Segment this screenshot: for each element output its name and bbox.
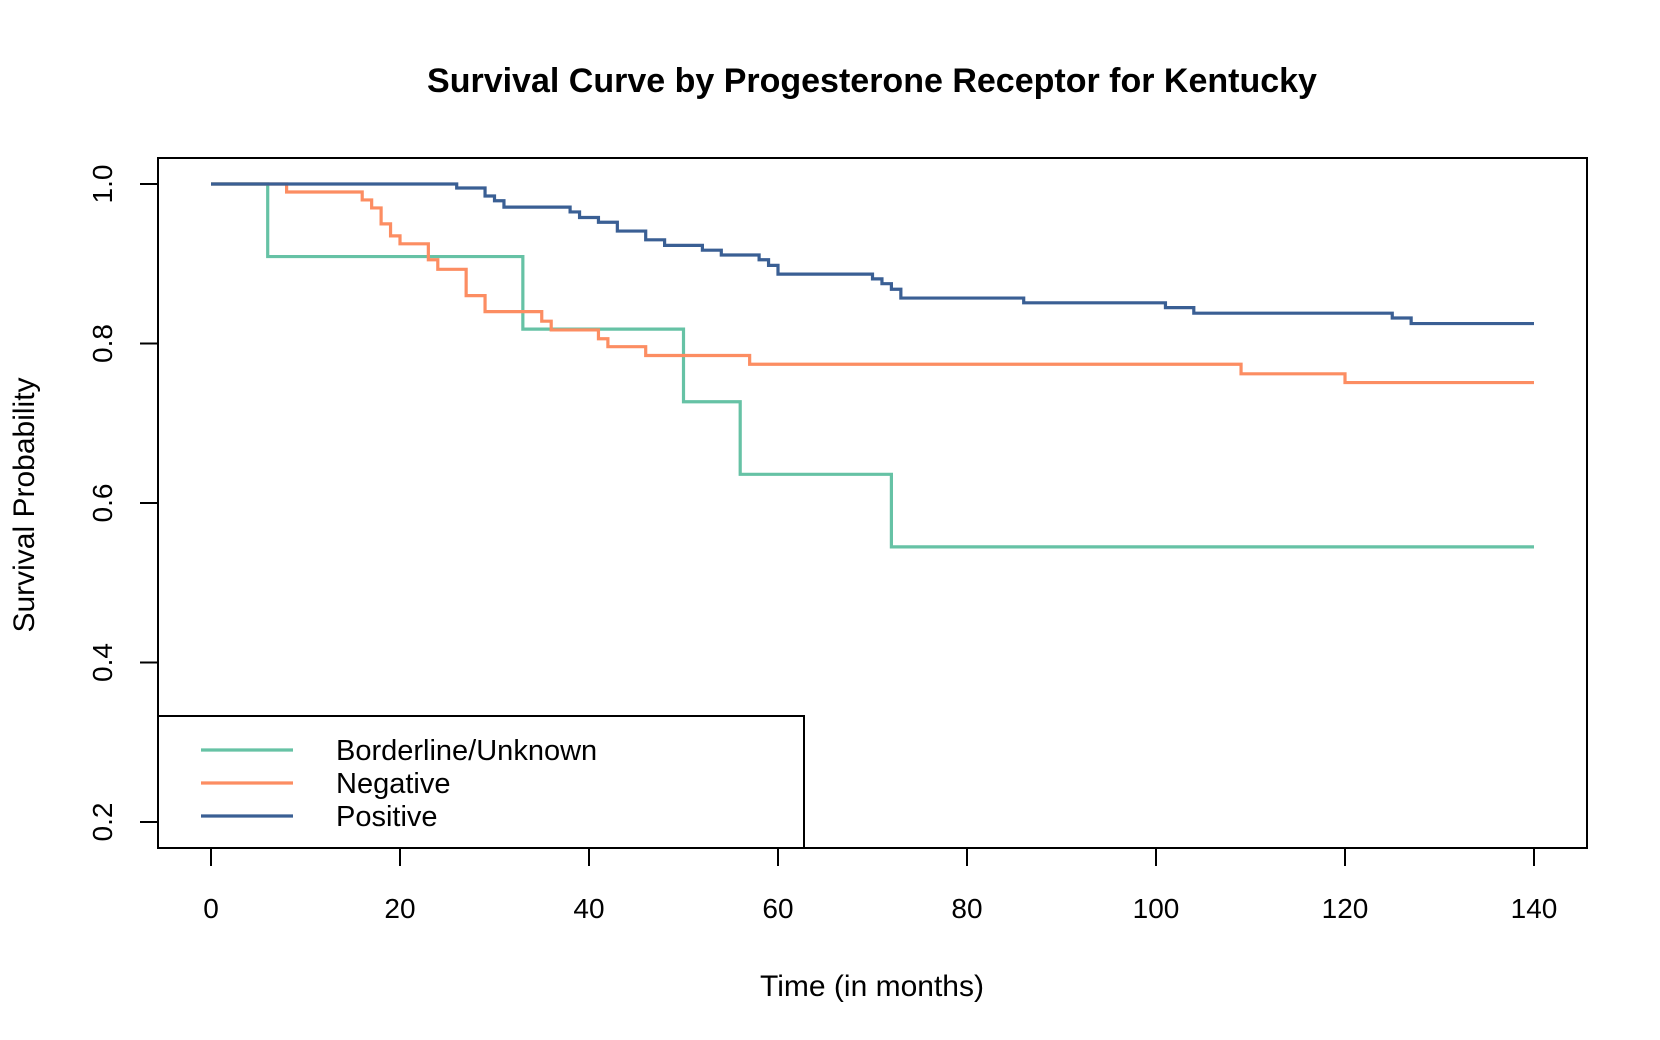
chart-title: Survival Curve by Progesterone Receptor … — [427, 62, 1317, 100]
x-tick-label: 140 — [1511, 893, 1558, 924]
x-tick-label: 60 — [762, 893, 793, 924]
x-tick-label: 120 — [1322, 893, 1369, 924]
x-tick-label: 0 — [203, 893, 219, 924]
x-tick-label: 100 — [1133, 893, 1180, 924]
x-tick-label: 80 — [951, 893, 982, 924]
legend-label: Positive — [336, 801, 438, 833]
y-axis-label: Survival Probability — [8, 377, 41, 632]
y-tick-label: 0.8 — [87, 324, 118, 363]
y-tick-label: 1.0 — [87, 165, 118, 204]
series-line-negative — [211, 182, 1534, 385]
x-tick-label: 20 — [384, 893, 415, 924]
series-line-borderline-unknown — [211, 182, 1534, 549]
series-line-positive — [211, 182, 1534, 326]
x-tick-label: 40 — [573, 893, 604, 924]
legend-label: Negative — [336, 768, 450, 800]
x-axis: 0 20 40 60 80 100 120 140 — [203, 847, 1558, 924]
x-axis-label: Time (in months) — [760, 970, 984, 1003]
y-tick-label: 0.4 — [87, 643, 118, 682]
y-tick-label: 0.2 — [87, 803, 118, 842]
y-axis: 0.2 0.4 0.6 0.8 1.0 — [87, 165, 159, 842]
y-tick-label: 0.6 — [87, 484, 118, 523]
legend-label: Borderline/Unknown — [336, 735, 597, 767]
survival-curves — [211, 182, 1534, 549]
